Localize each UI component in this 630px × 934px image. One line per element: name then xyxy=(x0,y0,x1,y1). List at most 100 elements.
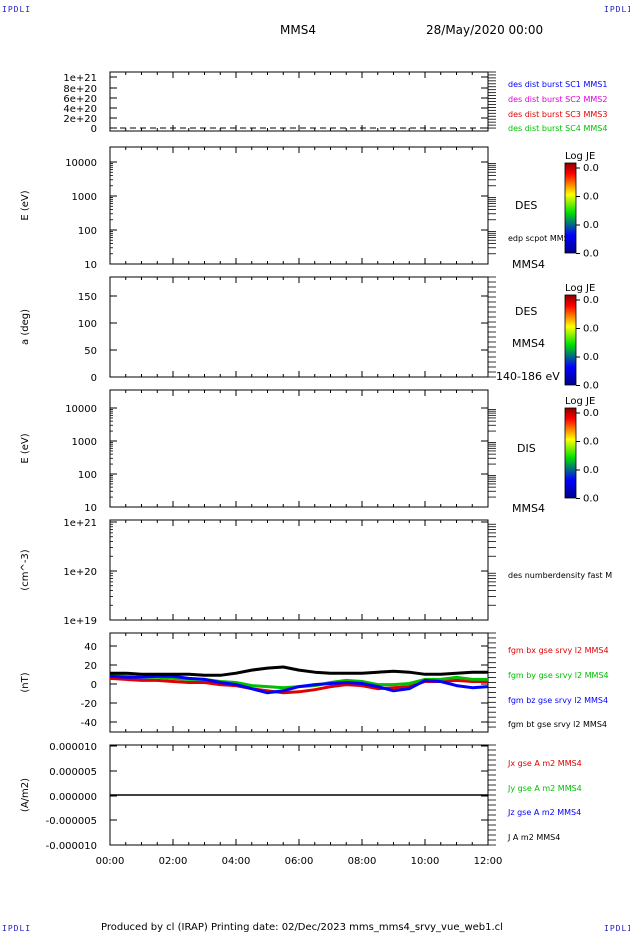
panel-des-energy: 10 100 1000 10000 E (eV) DES edp scpot MMS4 MMS… xyxy=(20,146,599,271)
y-tick-label: 100 xyxy=(78,226,97,237)
series-label: fgm bx gse srvy l2 MMS4 xyxy=(508,646,609,655)
colorbar-tick-label: 0.0 xyxy=(583,249,599,260)
panel-frame xyxy=(109,71,489,132)
y-tick-label: -20 xyxy=(81,699,97,710)
y-tick-label: 4e+20 xyxy=(63,104,97,115)
series-label: J A m2 MMS4 xyxy=(507,833,560,842)
y-tick-label: -40 xyxy=(81,718,97,729)
corner-mark-top-left: IPDLI xyxy=(2,5,32,14)
y-tick-label: -0.000005 xyxy=(46,816,97,827)
time-axis: 00:00 02:00 04:00 06:00 08:00 10:00 12:00 xyxy=(96,856,503,867)
panel-frame xyxy=(109,519,489,621)
y-tick-label: 100 xyxy=(78,470,97,481)
series-label: DIS xyxy=(517,442,536,455)
datetime-title: 28/May/2020 00:00 xyxy=(426,23,543,37)
panel-frame xyxy=(109,276,489,378)
y-tick-label: 1e+21 xyxy=(63,518,97,529)
y-tick-label: 10000 xyxy=(65,158,97,169)
series-label: MMS4 xyxy=(512,337,545,350)
y-tick-label: 150 xyxy=(78,292,97,303)
series-label: des dist burst SC1 MMS1 xyxy=(508,80,607,89)
colorbar-tick-label: 0.0 xyxy=(583,408,599,419)
colorbar-title: Log JE xyxy=(565,283,595,294)
y-tick-label: 8e+20 xyxy=(63,84,97,95)
colorbar-tick-label: 0.0 xyxy=(583,352,599,363)
panel-frame xyxy=(109,146,489,265)
series-label: DES xyxy=(515,305,537,318)
time-tick-label: 06:00 xyxy=(285,856,314,867)
y-tick-label: 1e+19 xyxy=(63,616,97,627)
y-tick-label: 10 xyxy=(84,503,97,514)
y-tick-label: 40 xyxy=(84,642,97,653)
panel-density: 1e+19 1e+20 1e+21 (cm^-3) des numberdensity … xyxy=(20,518,612,627)
y-tick-label: 1000 xyxy=(72,437,97,448)
y-tick-label: 10000 xyxy=(65,404,97,415)
time-tick-label: 12:00 xyxy=(474,856,503,867)
colorbar-title: Log JE xyxy=(565,396,595,407)
series-label: Jy gse A m2 MMS4 xyxy=(507,784,582,793)
y-tick-label: 6e+20 xyxy=(63,94,97,105)
y-axis-label: (cm^-3) xyxy=(20,549,31,590)
y-tick-label: -0.000010 xyxy=(46,841,97,852)
panel-frame xyxy=(109,389,489,508)
series-label: MMS4 xyxy=(512,258,545,271)
panel-fgm: -40 -20 0 20 40 (nT) fgm bx gse srvy l2 MMS4 fg… xyxy=(20,632,609,733)
y-tick-label: 20 xyxy=(84,661,97,672)
colorbar xyxy=(564,407,577,499)
y-tick-label: 100 xyxy=(78,319,97,330)
colorbar-tick-label: 0.0 xyxy=(583,494,599,505)
y-tick-label: 1e+21 xyxy=(63,73,97,84)
series-label: Jz gse A m2 MMS4 xyxy=(507,808,581,817)
y-tick-label: 1000 xyxy=(72,192,97,203)
y-axis-label: (A/m2) xyxy=(20,778,31,812)
y-tick-label: 50 xyxy=(84,346,97,357)
y-tick-label: 0.000005 xyxy=(49,767,97,778)
y-tick-label: 1e+20 xyxy=(63,567,97,578)
series-label: 140-186 eV xyxy=(496,370,560,383)
y-axis-label: E (eV) xyxy=(20,190,31,220)
colorbar-tick-label: 0.0 xyxy=(583,220,599,231)
corner-mark-top-right: IPDLI xyxy=(604,5,630,14)
colorbar xyxy=(564,294,577,386)
footer-text: Produced by cl (IRAP) Printing date: 02/… xyxy=(101,922,503,933)
time-tick-label: 02:00 xyxy=(159,856,188,867)
series-label: des dist burst SC3 MMS3 xyxy=(508,110,607,119)
colorbar-tick-label: 0.0 xyxy=(583,192,599,203)
corner-mark-bottom-right: IPDLI xyxy=(604,924,630,933)
y-tick-label: 0 xyxy=(91,680,97,691)
series-label: des dist burst SC4 MMS4 xyxy=(508,124,607,133)
series-line-4 xyxy=(110,665,488,677)
series-line-3 xyxy=(109,674,489,695)
series-label: Jx gse A m2 MMS4 xyxy=(507,759,582,768)
series-label: des dist burst SC2 MMS2 xyxy=(508,95,607,104)
colorbar-tick-label: 0.0 xyxy=(583,381,599,392)
series-label: fgm by gse srvy l2 MMS4 xyxy=(508,671,609,680)
colorbar-tick-label: 0.0 xyxy=(583,465,599,476)
y-tick-label: 0 xyxy=(91,124,97,135)
series-label: des numberdensity fast M xyxy=(508,571,612,580)
colorbar-tick-label: 0.0 xyxy=(583,437,599,448)
y-axis-label: E (eV) xyxy=(20,433,31,463)
y-tick-label: 2e+20 xyxy=(63,114,97,125)
spacecraft-title: MMS4 xyxy=(280,23,316,37)
y-axis-label: (nT) xyxy=(20,672,31,692)
y-tick-label: 0 xyxy=(91,373,97,384)
series-label: edp scpot MMS4 xyxy=(508,234,574,243)
time-tick-label: 04:00 xyxy=(222,856,251,867)
series-label: fgm bt gse srvy l2 MMS4 xyxy=(508,720,607,729)
series-label: DES xyxy=(515,199,537,212)
colorbar xyxy=(564,162,577,254)
colorbar-tick-label: 0.0 xyxy=(583,324,599,335)
series-label: MMS4 xyxy=(512,502,545,515)
corner-mark-bottom-left: IPDLI xyxy=(2,924,32,933)
panel-current: -0.000010 -0.000005 0.000000 0.000005 0.0000… xyxy=(20,742,582,852)
y-axis-label: a (deg) xyxy=(20,309,31,345)
colorbar-title: Log JE xyxy=(565,151,595,162)
colorbar-tick-label: 0.0 xyxy=(583,295,599,306)
time-tick-label: 10:00 xyxy=(411,856,440,867)
